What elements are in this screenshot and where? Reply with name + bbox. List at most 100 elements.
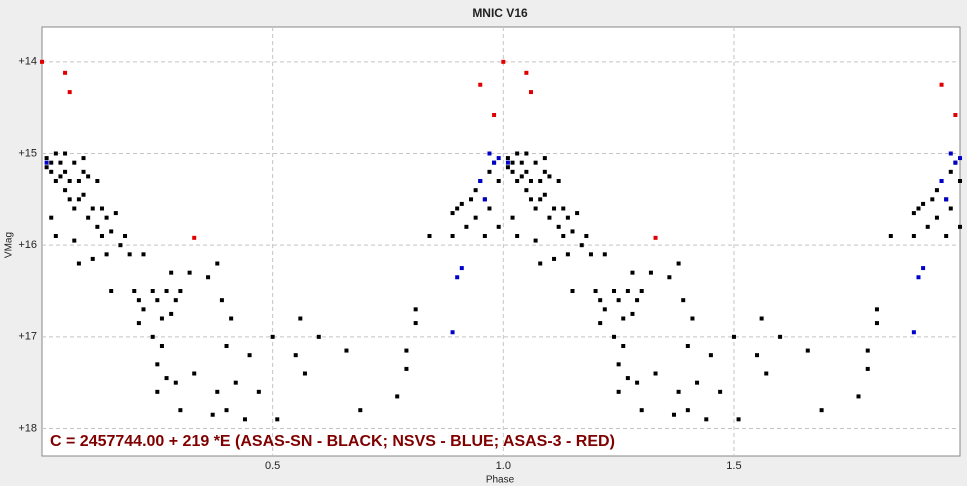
data-point [685,408,690,413]
data-point [874,307,879,312]
data-point [63,169,68,174]
data-point [519,160,524,165]
data-point [874,321,879,326]
data-point [639,408,644,413]
data-point [178,408,183,413]
data-point [934,188,939,193]
data-point [155,298,160,303]
data-point [911,234,916,238]
data-point [63,70,68,75]
data-point [593,289,598,293]
data-point [561,206,566,211]
data-point [533,160,538,165]
data-point [519,174,524,179]
data-point [316,334,321,339]
data-point [141,252,146,257]
y-tick-label: +17 [18,331,37,343]
data-point [819,408,824,413]
data-point [459,201,464,206]
data-point [53,234,58,238]
data-point [930,197,935,202]
data-point [455,206,460,211]
data-point [948,169,953,174]
data-point [487,169,492,174]
data-point [528,197,533,202]
data-point [118,243,123,248]
data-point [759,316,764,321]
data-point [104,215,109,220]
data-point [524,70,529,75]
data-point [224,344,229,348]
data-point [538,179,543,183]
data-point [939,179,944,183]
data-point [533,238,538,243]
data-point [515,234,520,238]
data-point [939,82,944,87]
data-point [109,289,114,293]
data-point [358,408,363,413]
data-point [515,151,520,156]
data-point [459,266,464,271]
data-point [63,188,68,193]
data-point [528,179,533,183]
data-point [648,270,653,275]
data-point [676,261,681,266]
data-point [76,261,81,266]
x-tick-label: 1.5 [726,460,741,472]
data-point [639,289,644,293]
data-point [210,412,215,417]
data-point [344,348,349,353]
data-point [925,224,930,229]
data-point [81,156,86,161]
data-point [44,160,49,165]
data-point [510,215,515,220]
data-point [413,307,418,312]
data-point [72,160,77,165]
data-point [958,156,962,161]
data-point [90,256,95,261]
data-point [561,234,566,238]
data-point [478,179,483,183]
data-point [40,59,44,64]
data-point [505,156,510,161]
data-point [256,389,261,394]
data-point [224,408,229,413]
data-point [635,380,640,385]
data-point [505,160,510,165]
data-point [155,389,160,394]
data-point [556,224,561,229]
data-point [621,344,626,348]
data-point [95,224,100,229]
data-point [450,211,455,216]
data-point [616,389,621,394]
data-point [916,206,921,211]
data-point [215,389,220,394]
data-point [44,156,49,161]
data-point [612,289,617,293]
data-point [704,417,709,422]
data-point [764,371,769,376]
data-point [948,206,953,211]
data-point [671,412,676,417]
data-point [395,394,400,399]
data-point [155,362,160,367]
data-point [270,334,275,339]
y-tick-label: +15 [18,147,37,159]
y-tick-label: +14 [18,56,37,68]
data-point [856,394,861,399]
data-point [187,270,192,275]
data-point [404,348,409,353]
data-point [173,380,178,385]
data-point [653,235,658,240]
data-point [49,160,54,165]
data-point [575,211,580,216]
data-point [565,252,570,257]
data-point [473,215,478,220]
data-point [482,197,487,202]
data-point [547,215,552,220]
data-point [242,417,247,422]
y-tick-label: +18 [18,422,37,434]
data-point [552,256,557,261]
data-point [496,179,501,183]
data-point [109,229,114,234]
